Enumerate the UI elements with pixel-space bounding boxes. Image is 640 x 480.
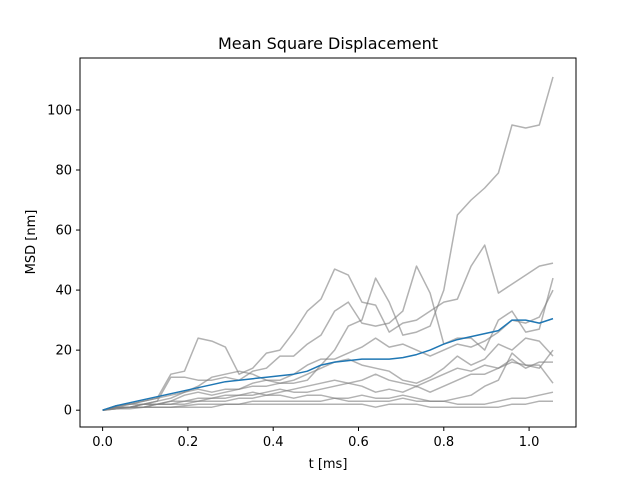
trajectory-line-7 bbox=[102, 358, 553, 411]
y-tick-label: 20 bbox=[55, 344, 72, 359]
trajectory-line-3 bbox=[102, 265, 554, 411]
y-tick-label: 60 bbox=[55, 224, 72, 239]
y-tick-label: 100 bbox=[47, 103, 72, 118]
x-axis-label: t [ms] bbox=[309, 457, 348, 472]
x-tick-label: 0.6 bbox=[348, 435, 369, 450]
trajectory-line-6 bbox=[102, 349, 554, 411]
chart-title: Mean Square Displacement bbox=[218, 34, 438, 53]
trajectory-line-1 bbox=[102, 76, 554, 411]
y-axis: 0 20 40 60 80 100 bbox=[47, 103, 80, 419]
trajectory-line-4 bbox=[102, 289, 554, 411]
y-tick-label: 40 bbox=[55, 284, 72, 299]
plot-frame bbox=[79, 57, 577, 428]
trajectory-line-8 bbox=[102, 352, 554, 411]
mean-msd-line bbox=[102, 317, 554, 411]
y-axis-label: MSD [nm] bbox=[24, 210, 39, 275]
series-layer bbox=[102, 76, 554, 411]
x-tick-label: 0.8 bbox=[433, 435, 454, 450]
x-tick-label: 0.0 bbox=[92, 435, 113, 450]
x-tick-label: 1.0 bbox=[519, 435, 540, 450]
x-tick-label: 0.2 bbox=[178, 435, 199, 450]
y-tick-label: 80 bbox=[55, 163, 72, 178]
trajectory-line-5 bbox=[102, 337, 554, 411]
x-tick-label: 0.4 bbox=[263, 435, 284, 450]
x-axis: 0.0 0.2 0.4 0.6 0.8 1.0 bbox=[92, 427, 539, 450]
y-tick-label: 0 bbox=[64, 404, 72, 419]
trajectory-line-2 bbox=[102, 244, 554, 411]
trajectory-line-10 bbox=[102, 400, 553, 411]
